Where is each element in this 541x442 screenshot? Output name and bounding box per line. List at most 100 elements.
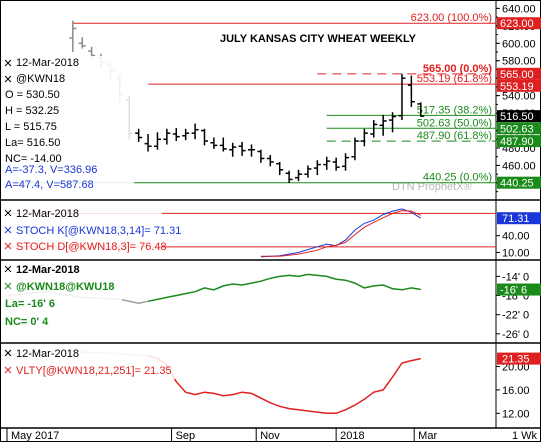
- vlty-series-icon: [4, 366, 12, 374]
- ohlc-bar: [163, 128, 171, 145]
- price-info-symbol: @KWN18: [16, 73, 65, 85]
- price-tag-label: 502.63: [500, 123, 534, 135]
- ohlc-bar: [182, 128, 190, 141]
- fib-label: 623.00 (100.0%): [411, 12, 492, 24]
- x-axis-tick-label: Sep: [176, 430, 196, 442]
- d-series-icon: [4, 242, 12, 250]
- spread-info-date: 12-Mar-2018: [16, 264, 80, 276]
- price-tag: [497, 135, 541, 148]
- symbol-icon: [4, 75, 12, 83]
- ohlc-bar: [370, 120, 378, 138]
- x-axis: May 2017 Sep Nov 2018 Mar 1 Wk: [6, 428, 538, 442]
- ohlc-bar: [379, 114, 387, 136]
- fib-label: 565.00 (0.0%): [423, 63, 492, 75]
- ohlc-bar: [276, 161, 284, 176]
- price-info-av1: A=-37.3, V=336.96: [5, 164, 97, 176]
- vol-info-date: 12-Mar-2018: [16, 348, 79, 360]
- spread-series-icon: [4, 282, 12, 290]
- spread-info-symbol: @KWN18@KWU18: [16, 281, 114, 293]
- ohlc-bar: [304, 165, 312, 178]
- price-info-block: 12-Mar-2018 @KWN18 O = 530.50 H = 532.25 L =…: [2, 56, 134, 192]
- ohlc-bar: [248, 144, 255, 157]
- price-y-tick-label: 460.00: [502, 160, 536, 172]
- interval-label[interactable]: 1 Wk: [512, 430, 538, 442]
- spread-tag: [497, 283, 541, 296]
- price-tag: [497, 176, 541, 189]
- spread-tag-label: -16' 6: [500, 285, 527, 297]
- stoch-k-label: STOCH K[@KWN18,3,14]= 71.31: [16, 225, 181, 237]
- price-info-av2: A=47.4, V=587.68: [5, 179, 94, 191]
- price-y-tick-label: 540.00: [502, 91, 536, 103]
- ohlc-bar: [229, 142, 237, 157]
- ohlc-bar: [389, 112, 397, 133]
- price-y-tick-label: 600.00: [502, 38, 536, 50]
- price-tag: [497, 79, 541, 92]
- price-info-low: L = 515.75: [5, 121, 57, 133]
- spread-series-line: [147, 273, 421, 303]
- price-tag: [497, 122, 541, 135]
- vol-y-tick-label: 12.00: [502, 408, 530, 420]
- spread-info-block: 12-Mar-2018 @KWN18@KWU18 La= -16' 6 NC= 0' …: [2, 263, 122, 335]
- price-info-open: O = 530.50: [5, 89, 60, 101]
- ohlc-bar: [257, 149, 265, 163]
- vol-series-line: [147, 355, 421, 415]
- price-info-high: H = 532.25: [5, 105, 59, 117]
- x-axis-tick-label: Nov: [260, 430, 280, 442]
- price-tag-label: 487.90: [500, 136, 534, 148]
- spread-info-last: La= -16' 6: [5, 298, 55, 310]
- ohlc-bar: [172, 127, 180, 142]
- spread-info-nc: NC= 0' 4: [5, 316, 49, 328]
- price-y-tick-label: 580.00: [502, 56, 536, 68]
- ohlc-bar: [360, 128, 368, 147]
- ohlc-bar: [210, 137, 218, 149]
- ohlc-bar: [351, 137, 359, 161]
- ohlc-bar: [219, 137, 227, 152]
- crosshair-icon: [4, 209, 12, 217]
- fib-label: 553.19 (61.8%): [417, 73, 492, 85]
- price-tag-label: 553.19: [500, 81, 534, 93]
- vol-tag: [497, 352, 541, 365]
- stoch-series-line: [260, 208, 422, 258]
- ohlc-bar: [323, 156, 331, 170]
- crosshair-icon: [4, 349, 12, 357]
- vol-y-tick-label: 16.00: [502, 385, 530, 397]
- price-tag: [497, 67, 541, 80]
- ohlc-bar: [332, 157, 340, 171]
- x-axis-tick-label: May 2017: [11, 430, 59, 442]
- watermark: DTN ProphetX®: [392, 181, 472, 193]
- ohlc-bar: [407, 75, 415, 107]
- stoch-tag-label: 71.31: [502, 213, 530, 225]
- stoch-info-block: 12-Mar-2018 STOCH K[@KWN18,3,14]= 71.31 ST…: [2, 206, 181, 254]
- price-tag: [497, 110, 541, 123]
- crosshair-icon: [4, 59, 12, 67]
- ohlc-bar: [69, 20, 77, 52]
- price-tag-label: 440.25: [500, 178, 534, 190]
- vol-info-label: VLTY[@KWN18,21,251]= 21.35: [16, 365, 172, 377]
- ohlc-bar: [238, 141, 246, 156]
- fib-label: 517.35 (38.2%): [417, 104, 492, 116]
- crosshair-icon: [4, 265, 12, 273]
- price-info-last: La= 516.50: [5, 137, 60, 149]
- vol-info-block: 12-Mar-2018 VLTY[@KWN18,21,251]= 21.35: [2, 347, 202, 379]
- stoch-y-tick-label: 10.00: [502, 247, 530, 259]
- price-tag: [497, 17, 541, 30]
- ohlc-bar: [398, 73, 406, 121]
- stoch-y-tick-label: 40.00: [502, 231, 530, 243]
- ohlc-bar: [285, 170, 293, 183]
- vol-tag-label: 21.35: [502, 354, 530, 366]
- stoch-panel: 10.00 40.00 71.31 12-Mar-2018 STOCH K[@KWN18…: [2, 206, 541, 259]
- spread-panel: -14' 0-18' 0-22' 0-26' 0-16' 612-Mar-201…: [2, 263, 541, 341]
- ohlc-bar: [266, 154, 274, 167]
- ohlc-bar: [144, 134, 152, 152]
- fib-label: 502.63 (50.0%): [417, 117, 492, 129]
- spread-y-tick-label: -14' 0: [502, 271, 529, 283]
- stoch-info-date: 12-Mar-2018: [16, 208, 79, 220]
- price-panel: JULY KANSAS CITY WHEAT WEEKLY DTN Prophet…: [2, 3, 541, 193]
- stoch-d-label: STOCH D[@KWN18,3]= 76.48: [16, 241, 167, 253]
- ohlc-bar: [78, 37, 86, 49]
- spread-y-tick-label: -22' 0: [502, 310, 529, 322]
- stoch-tag: [497, 212, 541, 225]
- spread-y-tick-label: -26' 0: [502, 329, 529, 341]
